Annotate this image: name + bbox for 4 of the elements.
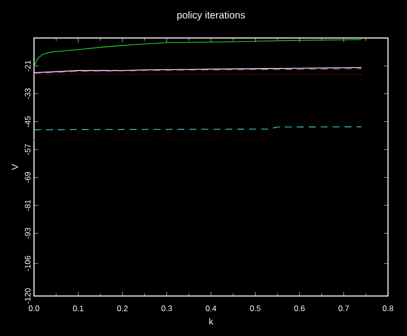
line-series [34,39,362,67]
chart-title: policy iterations [177,11,245,20]
x-axis-title: k [209,318,214,324]
y-axis-title: V [12,164,18,170]
